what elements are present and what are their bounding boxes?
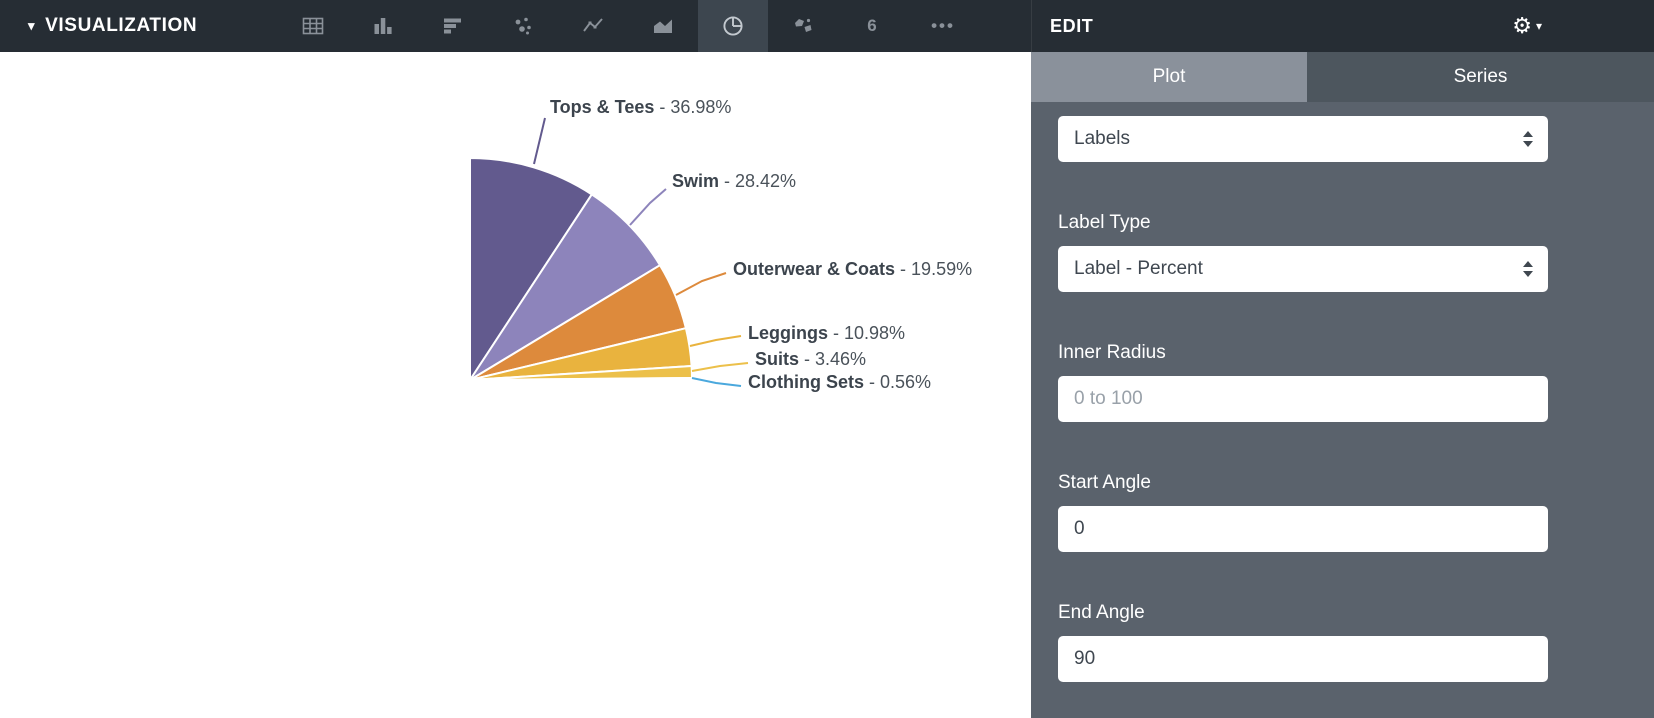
edit-panel-body: Labels Label Type Label - Percent Inner …: [1031, 102, 1654, 682]
start-angle-label: Start Angle: [1058, 472, 1151, 493]
slice-label: Leggings - 10.98%: [748, 323, 905, 343]
viz-type-more-icon[interactable]: •••: [908, 0, 978, 52]
slice-leader-line: [629, 188, 667, 226]
label-type-select-value: Label - Percent: [1074, 258, 1203, 279]
viz-type-bar-chart-icon[interactable]: [418, 0, 488, 52]
single-value-glyph: 6: [867, 16, 879, 35]
tab-series[interactable]: Series: [1307, 52, 1654, 102]
pie-slice-0[interactable]: [469, 157, 593, 381]
labels-section-select-value: Labels: [1074, 128, 1130, 149]
gear-icon: ⚙: [1512, 13, 1532, 38]
labels-section-select[interactable]: Labels: [1058, 116, 1548, 162]
viz-type-table-icon[interactable]: [278, 0, 348, 52]
label-type-select[interactable]: Label - Percent: [1058, 246, 1548, 292]
inner-radius-label: Inner Radius: [1058, 342, 1166, 363]
slice-leader-line: [691, 377, 742, 387]
tab-plot[interactable]: Plot: [1031, 52, 1307, 102]
edit-panel-header: EDIT ⚙ ▾: [1031, 0, 1654, 52]
edit-settings-button[interactable]: ⚙ ▾: [1512, 0, 1542, 52]
edit-panel: Plot Series Labels Label Type Label - Pe…: [1031, 52, 1654, 718]
start-angle-input[interactable]: [1058, 506, 1548, 552]
viz-type-scatter-icon[interactable]: [488, 0, 558, 52]
slice-label: Suits - 3.46%: [755, 349, 866, 369]
viz-type-column-chart-icon[interactable]: [348, 0, 418, 52]
visualization-title: VISUALIZATION: [45, 15, 198, 36]
slice-label: Swim - 28.42%: [672, 171, 796, 191]
viz-type-icon-row: 6 •••: [278, 0, 978, 52]
end-angle-label: End Angle: [1058, 602, 1145, 623]
slice-label: Clothing Sets - 0.56%: [748, 372, 931, 392]
edit-panel-title: EDIT: [1050, 15, 1094, 36]
collapse-caret-icon: ▾: [28, 18, 36, 33]
updown-arrows-icon: [1523, 261, 1533, 277]
slice-leader-line: [675, 272, 727, 296]
chevron-down-icon: ▾: [1535, 19, 1542, 33]
slice-leader-line: [691, 362, 749, 372]
chart-area: Tops & Tees - 36.98% Swim - 28.42% Outerwe…: [0, 52, 1031, 718]
slice-label: Outerwear & Coats - 19.59%: [733, 259, 972, 279]
inner-radius-input[interactable]: [1058, 376, 1548, 422]
viz-type-map-icon[interactable]: [768, 0, 838, 52]
viz-type-area-chart-icon[interactable]: [628, 0, 698, 52]
slice-leader-line: [689, 335, 742, 347]
pie-chart: Tops & Tees - 36.98% Swim - 28.42% Outerwe…: [469, 97, 972, 392]
edit-panel-tabs: Plot Series: [1031, 52, 1654, 102]
viz-type-single-value-icon[interactable]: 6: [838, 0, 908, 52]
viz-type-line-chart-icon[interactable]: [558, 0, 628, 52]
slice-leader-line: [533, 117, 546, 165]
slice-label: Tops & Tees - 36.98%: [550, 97, 731, 117]
updown-arrows-icon: [1523, 131, 1533, 147]
visualization-header[interactable]: ▾ VISUALIZATION: [28, 0, 197, 52]
viz-type-pie-chart-icon[interactable]: [698, 0, 768, 52]
end-angle-input[interactable]: [1058, 636, 1548, 682]
label-type-label: Label Type: [1058, 212, 1151, 233]
more-glyph: •••: [931, 16, 955, 35]
